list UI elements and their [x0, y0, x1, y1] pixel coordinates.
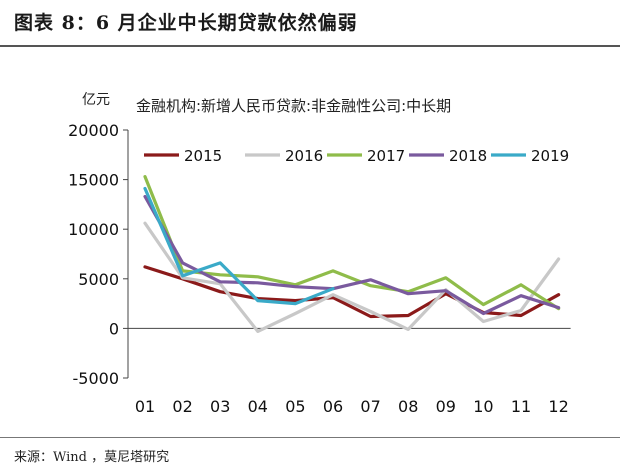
- series-line-2019: [143, 186, 335, 306]
- legend-label-2017: 2017: [367, 147, 405, 165]
- x-tick-label: 01: [135, 397, 155, 416]
- x-tick-label: 02: [172, 397, 192, 416]
- y-tick-label: 20000: [68, 121, 119, 140]
- x-tick-label: 04: [248, 397, 268, 416]
- title-divider: [0, 45, 620, 47]
- y-axis-unit-label: 亿元: [82, 92, 110, 108]
- figure-title: 图表 8：6 月企业中长期贷款依然偏弱: [14, 12, 358, 34]
- y-tick-label: 0: [109, 319, 119, 338]
- source-note: 来源：Wind ，莫尼塔研究: [14, 450, 170, 465]
- x-tick-label: 03: [210, 397, 230, 416]
- y-tick-label: 15000: [68, 171, 119, 190]
- axes: -5000 0 5000 10000 15000 20000 01 02 03 04 05 06 07 0…: [68, 121, 571, 416]
- x-tick-label: 08: [398, 397, 418, 416]
- x-tick-label: 09: [436, 397, 456, 416]
- x-tick-label: 10: [473, 397, 493, 416]
- y-tick-label: -5000: [73, 369, 120, 388]
- series-lines: [143, 175, 561, 333]
- x-tick-label: 07: [360, 397, 380, 416]
- series-line-2016: [143, 221, 561, 333]
- chart-subtitle: 金融机构:新增人民币贷款:非金融性公司:中长期: [136, 97, 451, 115]
- series-line-2015: [143, 265, 561, 319]
- legend-label-2018: 2018: [449, 147, 487, 165]
- x-tick-label: 11: [511, 397, 531, 416]
- x-tick-label: 06: [323, 397, 343, 416]
- series-line-2018: [143, 194, 561, 316]
- x-tick-label: 12: [548, 397, 568, 416]
- source-divider: [0, 437, 620, 438]
- legend-label-2015: 2015: [184, 147, 222, 165]
- x-tick-label: 05: [285, 397, 305, 416]
- y-tick-label: 10000: [68, 220, 119, 239]
- legend-label-2016: 2016: [285, 147, 323, 165]
- legend: 2015 2016 2017 2018 2019: [144, 147, 569, 165]
- y-tick-label: 5000: [78, 270, 119, 289]
- legend-label-2019: 2019: [531, 147, 569, 165]
- series-line-2017: [143, 175, 561, 311]
